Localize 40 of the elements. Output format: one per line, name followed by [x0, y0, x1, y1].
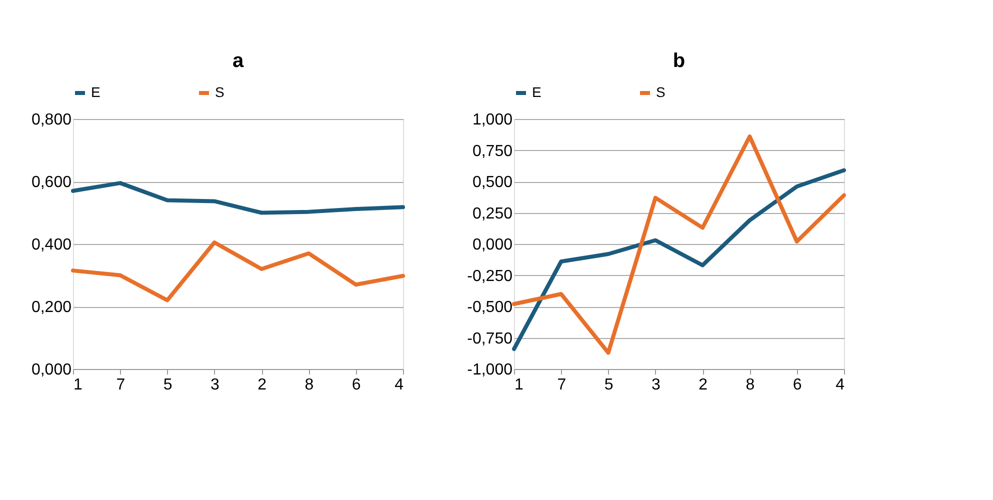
- y-tick-label: -1,000: [467, 362, 513, 378]
- x-tick-label: 1: [74, 376, 82, 394]
- line-series: [71, 240, 405, 302]
- x-tick-label: 6: [352, 376, 361, 394]
- x-tick-label: 8: [304, 376, 314, 394]
- x-tick-label: 7: [116, 376, 126, 394]
- y-tick-label: -0,250: [467, 268, 513, 285]
- y-tick-label: 0,250: [472, 205, 513, 222]
- y-tick-label: 0,400: [31, 236, 72, 254]
- chart-title: b: [672, 50, 686, 72]
- y-tick-label: 0,600: [31, 174, 72, 191]
- legend-label: S: [215, 84, 224, 100]
- x-tick-label: 4: [394, 376, 404, 394]
- y-tick-label: 0,750: [472, 142, 513, 160]
- y-tick-label: 0,200: [31, 299, 72, 316]
- y-tick-label: -0,750: [467, 330, 513, 348]
- x-tick-label: 6: [792, 376, 802, 394]
- x-tick-label: 7: [557, 376, 566, 394]
- line-series: [512, 134, 846, 355]
- y-tick-label: 0,000: [472, 236, 513, 254]
- line-series: [512, 168, 846, 351]
- legend-label: E: [532, 84, 542, 100]
- x-tick-label: 2: [698, 376, 708, 394]
- x-tick-label: 3: [651, 376, 660, 394]
- legend-label: E: [91, 84, 100, 100]
- line-series: [71, 181, 405, 215]
- legend-label: S: [656, 84, 666, 100]
- x-tick-label: 3: [210, 376, 220, 394]
- y-tick-label: 1,000: [472, 112, 513, 128]
- x-tick-label: 4: [836, 376, 845, 394]
- x-tick-label: 5: [163, 376, 172, 394]
- x-tick-label: 8: [746, 376, 755, 394]
- y-tick-label: 0,500: [472, 174, 513, 191]
- x-tick-label: 1: [514, 376, 524, 394]
- x-tick-label: 5: [604, 376, 614, 394]
- y-tick-label: -0,500: [467, 299, 513, 316]
- y-tick-label: 0,800: [31, 112, 72, 128]
- x-tick-label: 2: [258, 376, 267, 394]
- y-tick-label: 0,000: [31, 362, 72, 378]
- chart-title: a: [232, 50, 244, 72]
